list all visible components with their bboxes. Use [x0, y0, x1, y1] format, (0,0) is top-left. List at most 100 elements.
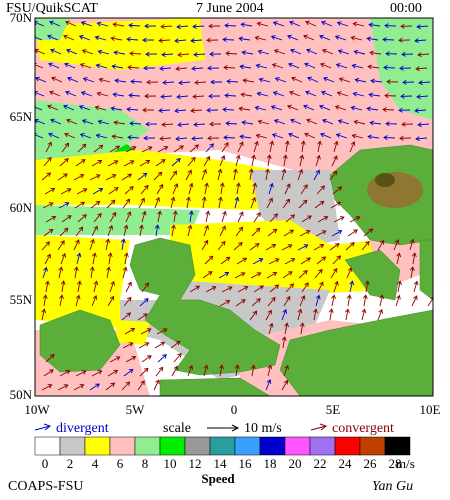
wind-arrow — [265, 379, 272, 391]
wind-arrow — [265, 243, 277, 251]
wind-arrow — [205, 210, 211, 223]
wind-arrow — [219, 155, 226, 167]
colorbar-swatch — [84, 436, 111, 456]
wind-arrow — [66, 118, 78, 125]
lon-label: 10E — [420, 402, 441, 417]
wind-arrow — [201, 168, 208, 181]
wind-arrow — [158, 38, 171, 43]
wind-arrow — [281, 308, 288, 321]
wind-arrow — [61, 215, 72, 223]
wind-arrow — [73, 239, 80, 251]
wind-arrow — [282, 198, 291, 209]
wind-arrow — [346, 267, 353, 279]
lon-label: 5E — [326, 402, 341, 417]
wind-arrow — [353, 119, 366, 125]
wind-arrow — [175, 66, 188, 72]
wind-arrow — [267, 296, 276, 307]
wind-arrow — [190, 108, 203, 114]
wind-arrow — [351, 133, 364, 139]
legend-divergent: divergent — [56, 421, 109, 436]
wind-arrow — [154, 341, 166, 349]
wind-arrow — [300, 184, 308, 195]
wind-arrow — [170, 224, 176, 237]
wind-arrow — [41, 241, 51, 251]
wind-arrow — [411, 252, 417, 265]
wind-arrow — [78, 105, 91, 111]
legend-scale: scale — [163, 421, 191, 436]
source: FSU/QuikSCAT — [6, 1, 98, 16]
wind-arrow — [191, 66, 204, 72]
wind-arrow — [287, 34, 299, 41]
wind-arrow — [266, 197, 273, 209]
wind-arrow — [157, 146, 169, 153]
wind-arrow — [253, 285, 264, 293]
wind-arrow — [106, 199, 116, 209]
wind-arrow — [251, 154, 256, 167]
wind-arrow — [238, 106, 251, 112]
wind-arrow — [138, 197, 145, 209]
wind-arrow — [398, 107, 411, 113]
wind-arrow — [141, 146, 153, 153]
wind-arrow — [417, 52, 430, 58]
wind-arrow — [331, 155, 338, 167]
wind-arrow — [174, 108, 187, 114]
wind-arrow — [265, 168, 270, 181]
wind-arrow — [63, 34, 75, 41]
wind-arrow — [178, 80, 191, 86]
wind-arrow — [153, 379, 160, 391]
wind-arrow — [397, 280, 402, 293]
wind-arrow — [301, 215, 312, 223]
wind-arrow — [60, 280, 66, 293]
wind-arrow — [367, 64, 380, 70]
wind-arrow — [226, 78, 239, 84]
wind-arrow — [379, 294, 385, 307]
wind-arrow — [269, 284, 280, 293]
wind-arrow — [160, 94, 173, 100]
lon-label: 0 — [231, 402, 238, 417]
wind-arrow — [157, 354, 167, 363]
lat-label: 50N — [10, 387, 33, 402]
wind-arrow — [89, 174, 101, 181]
wind-arrow — [320, 90, 333, 97]
wind-arrow — [300, 257, 311, 265]
wind-arrow — [50, 118, 62, 125]
wind-arrow — [81, 119, 94, 125]
wind-arrow — [123, 224, 129, 237]
wind-arrow — [225, 51, 238, 56]
wind-arrow — [126, 106, 139, 112]
wind-arrow — [35, 118, 46, 125]
wind-arrow — [141, 355, 152, 363]
wind-arrow — [236, 257, 248, 265]
wind-arrow — [316, 256, 327, 265]
wind-arrow — [409, 238, 415, 251]
wind-arrow — [320, 132, 332, 139]
wind-arrow — [316, 185, 326, 195]
wind-arrow — [252, 182, 258, 195]
colorbar-label: 18 — [264, 456, 277, 471]
colorbar-swatch — [284, 436, 311, 456]
wind-arrow — [79, 133, 92, 139]
wind-arrow — [354, 77, 367, 83]
wind-arrow — [284, 140, 290, 153]
wind-arrow — [109, 211, 117, 223]
date: 7 June 2004 — [196, 1, 264, 16]
wind-arrow — [234, 364, 240, 377]
wind-arrow — [222, 37, 235, 43]
wind-arrow — [282, 271, 293, 279]
colorbar-label: 0 — [42, 456, 49, 471]
wind-arrow — [109, 356, 121, 363]
wind-arrow — [60, 188, 72, 195]
wind-arrow — [91, 295, 98, 307]
wind-arrow — [317, 216, 329, 223]
wind-arrow — [140, 328, 152, 335]
wind-arrow — [333, 216, 345, 223]
wind-arrow — [203, 155, 211, 167]
wind-arrow — [330, 201, 342, 209]
wind-arrow — [266, 271, 278, 279]
wind-arrow — [361, 308, 367, 321]
wind-arrow — [44, 253, 51, 265]
wind-arrow — [60, 252, 67, 265]
wind-arrow — [208, 93, 221, 99]
wind-arrow — [314, 200, 325, 209]
wind-arrow — [45, 280, 50, 293]
